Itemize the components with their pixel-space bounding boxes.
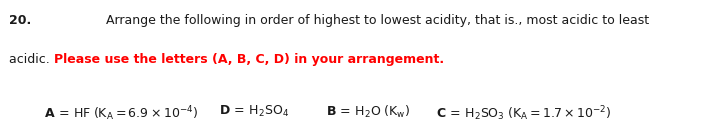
Text: Please use the letters (A, B, C, D) in your arrangement.: Please use the letters (A, B, C, D) in y…: [54, 53, 444, 66]
Text: 20.: 20.: [9, 14, 31, 27]
Text: Arrange the following in order of highest to lowest acidity, that is., most acid: Arrange the following in order of highes…: [106, 14, 649, 27]
Text: $\mathbf{B}$$\,=\,\mathrm{H_2O}\;(\mathrm{K_w})$: $\mathbf{B}$$\,=\,\mathrm{H_2O}\;(\mathr…: [326, 104, 410, 120]
Text: $\mathbf{D}$$\,=\,\mathrm{H_2SO_4}$: $\mathbf{D}$$\,=\,\mathrm{H_2SO_4}$: [219, 104, 289, 119]
Text: $\mathbf{A}$$\,=\,\mathrm{HF}\;(\mathrm{K_A = 6.9 \times 10^{-4}})$: $\mathbf{A}$$\,=\,\mathrm{HF}\;(\mathrm{…: [44, 104, 199, 123]
Text: acidic.: acidic.: [9, 53, 57, 66]
Text: $\mathbf{C}$$\,=\,\mathrm{H_2SO_3}\;(\mathrm{K_A = 1.7 \times 10^{-2}})$: $\mathbf{C}$$\,=\,\mathrm{H_2SO_3}\;(\ma…: [436, 104, 612, 123]
